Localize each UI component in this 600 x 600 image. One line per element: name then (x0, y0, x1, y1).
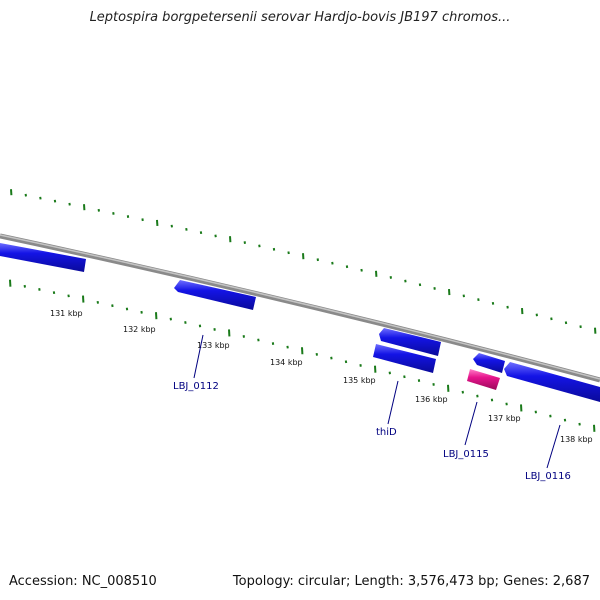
gene-feature[interactable] (379, 328, 441, 356)
accession-text: Accession: NC_008510 (9, 574, 157, 589)
tick-label: 135 kbp (343, 376, 376, 385)
gene-feature[interactable] (0, 243, 86, 272)
gene-feature-LBJ_0115[interactable] (467, 369, 500, 390)
gene-labels: LBJ_0112 thiD LBJ_0115 LBJ_0116 (173, 381, 571, 482)
tick-labels: 131 kbp 132 kbp 133 kbp 134 kbp 135 kbp … (50, 309, 593, 444)
tick-label: 137 kbp (488, 414, 521, 423)
gene-feature[interactable] (473, 353, 505, 373)
gene-feature-thiD[interactable] (373, 344, 436, 373)
chromosome-backbone (0, 233, 600, 383)
inner-tick-track (9, 279, 596, 432)
gene-label-leaders (193, 334, 561, 469)
genome-summary-text: Topology: circular; Length: 3,576,473 bp… (232, 574, 590, 589)
gene-feature-LBJ_0116[interactable] (504, 362, 600, 402)
tick-label: 131 kbp (50, 309, 83, 318)
tick-label: 133 kbp (197, 341, 230, 350)
gene-feature[interactable] (174, 280, 256, 310)
chromosome-backbone-highlight (0, 234, 600, 380)
map-title: Leptospira borgpetersenii serovar Hardjo… (89, 10, 511, 25)
tick-label: 134 kbp (270, 358, 303, 367)
outer-tick-track (10, 189, 597, 334)
gene-label-LBJ_0115: LBJ_0115 (443, 449, 489, 460)
gene-label-LBJ_0116: LBJ_0116 (525, 471, 571, 482)
gene-label-thiD: thiD (376, 427, 397, 438)
tick-label: 136 kbp (415, 395, 448, 404)
gene-label-LBJ_0112: LBJ_0112 (173, 381, 219, 392)
tick-label: 138 kbp (560, 435, 593, 444)
tick-label: 132 kbp (123, 325, 156, 334)
